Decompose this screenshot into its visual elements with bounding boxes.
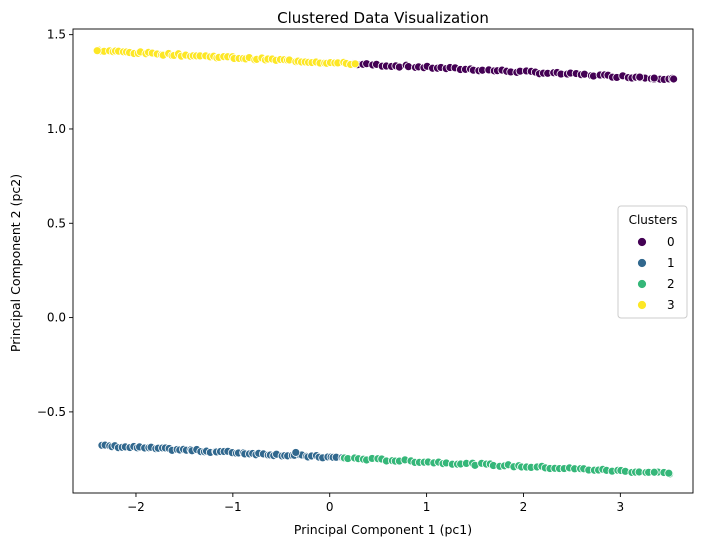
legend-label: 0 [667, 235, 675, 249]
y-tick-label: 1.5 [47, 28, 66, 42]
data-point [664, 468, 674, 478]
x-tick-label: 2 [520, 500, 528, 514]
x-tick-label: 1 [423, 500, 431, 514]
legend-marker [637, 237, 647, 247]
x-tick-label: 0 [326, 500, 334, 514]
x-tick-label: 3 [617, 500, 625, 514]
data-point [635, 72, 645, 82]
axis-ticks: −2 −1 0 1 2 3 −0.5 0.0 0.5 1.0 1.5 [37, 28, 624, 514]
legend-marker [637, 279, 647, 289]
data-point [649, 467, 659, 477]
data-point [350, 59, 360, 69]
legend-label: 3 [667, 298, 675, 312]
x-axis-label: Principal Component 1 (pc1) [294, 522, 472, 537]
y-tick-label: 0.5 [47, 216, 66, 230]
data-points [92, 45, 679, 479]
y-axis-label: Principal Component 2 (pc2) [8, 174, 23, 352]
legend-label: 1 [667, 256, 675, 270]
legend-box [617, 205, 688, 319]
data-point [649, 73, 659, 83]
y-tick-label: 1.0 [47, 122, 66, 136]
data-point [291, 448, 301, 457]
legend-marker [637, 258, 647, 268]
plot-frame [72, 28, 694, 494]
data-point [92, 46, 102, 56]
x-tick-label: −2 [127, 500, 145, 514]
legend: Clusters 0 1 2 3 [617, 205, 688, 319]
y-tick-label: −0.5 [37, 405, 66, 419]
legend-label: 2 [667, 277, 675, 291]
x-tick-label: −1 [224, 500, 242, 514]
chart-title: Clustered Data Visualization [277, 9, 489, 27]
data-point [669, 74, 679, 84]
legend-marker [637, 300, 647, 310]
legend-title: Clusters [629, 213, 678, 227]
y-tick-label: 0.0 [47, 311, 66, 325]
